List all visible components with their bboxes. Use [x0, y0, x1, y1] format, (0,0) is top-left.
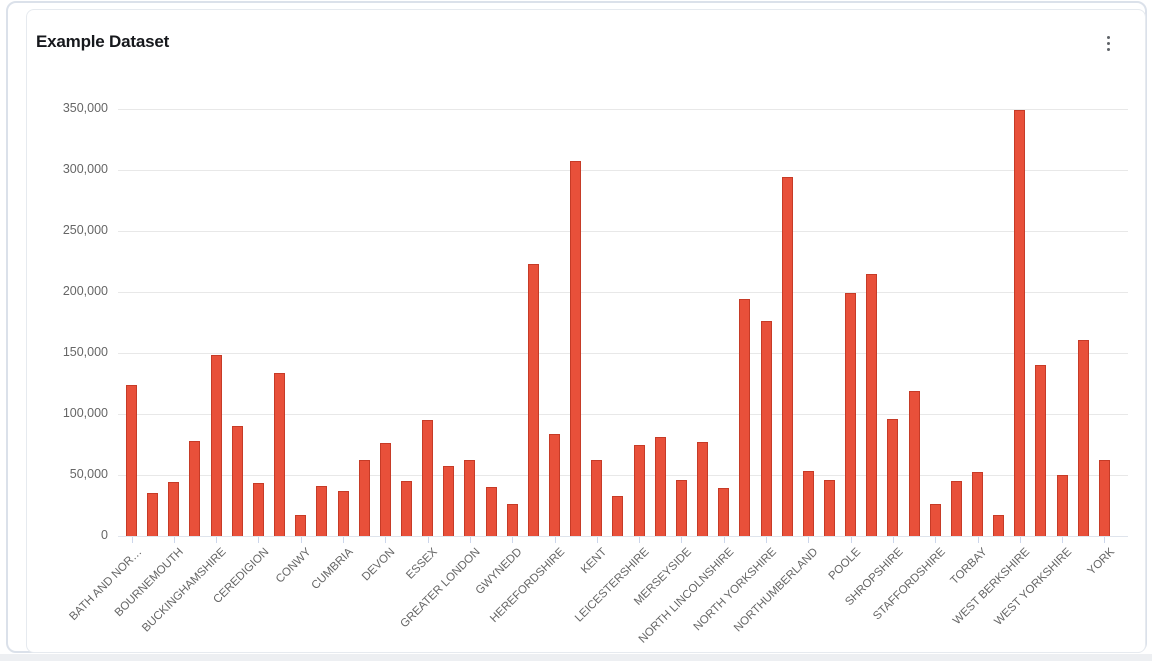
bar[interactable]	[295, 515, 307, 536]
kebab-menu-button[interactable]	[1096, 30, 1120, 56]
x-axis-tick	[766, 537, 767, 543]
bar[interactable]	[887, 419, 899, 536]
x-axis-tick	[427, 537, 429, 543]
y-axis-tick-label: 250,000	[62, 223, 108, 237]
bar[interactable]	[802, 471, 814, 536]
x-axis-tick	[343, 537, 344, 543]
bar[interactable]	[591, 460, 603, 536]
bar[interactable]	[697, 442, 709, 536]
bar[interactable]	[274, 373, 286, 536]
x-axis-tick	[892, 537, 894, 543]
bar[interactable]	[908, 391, 920, 536]
x-axis-tick	[216, 537, 218, 543]
bar[interactable]	[464, 460, 476, 536]
bar[interactable]	[1077, 340, 1089, 536]
gridline	[118, 231, 1128, 232]
x-axis-tick	[723, 537, 725, 543]
bar[interactable]	[147, 493, 159, 536]
x-axis-tick	[1104, 537, 1106, 543]
x-axis-line	[118, 536, 1128, 537]
bar[interactable]	[1014, 110, 1026, 536]
bar[interactable]	[168, 482, 180, 536]
bar[interactable]	[823, 480, 835, 536]
y-axis-tick-label: 200,000	[62, 284, 108, 298]
bar[interactable]	[506, 504, 518, 536]
bar[interactable]	[612, 496, 624, 536]
x-axis-tick	[554, 537, 556, 543]
bar[interactable]	[316, 486, 328, 536]
y-axis-tick-label: 50,000	[69, 467, 108, 481]
chart-card	[26, 9, 1146, 653]
bar[interactable]	[485, 487, 497, 536]
x-axis-tick	[935, 537, 937, 543]
x-axis-tick	[300, 537, 302, 543]
bar[interactable]	[422, 420, 434, 536]
bar[interactable]	[675, 480, 687, 536]
x-axis-tick	[131, 537, 133, 543]
bar[interactable]	[443, 466, 455, 536]
page-background-strip	[0, 654, 1152, 661]
gridline	[118, 292, 1128, 293]
gridline	[118, 475, 1128, 476]
x-axis-tick	[258, 537, 260, 543]
x-axis-tick	[808, 537, 810, 543]
bar[interactable]	[400, 481, 412, 536]
bar[interactable]	[654, 437, 666, 536]
bar[interactable]	[231, 426, 243, 536]
bar[interactable]	[1056, 475, 1068, 536]
y-axis-tick-label: 100,000	[62, 406, 108, 420]
bar[interactable]	[718, 488, 730, 536]
x-axis-tick	[385, 537, 387, 543]
gridline	[118, 414, 1128, 415]
x-axis-tick	[1062, 537, 1064, 543]
x-axis-tick	[977, 537, 979, 543]
bar[interactable]	[126, 385, 137, 536]
bar[interactable]	[358, 460, 370, 536]
bar[interactable]	[549, 434, 560, 536]
kebab-vertical-icon	[1106, 35, 1110, 39]
bar[interactable]	[1035, 365, 1047, 536]
x-axis-tick	[596, 537, 598, 543]
bar[interactable]	[739, 299, 751, 536]
y-axis-tick-label: 0	[101, 528, 108, 542]
bar[interactable]	[252, 483, 264, 536]
x-axis-tick	[850, 537, 852, 543]
y-axis-tick-label: 300,000	[62, 162, 108, 176]
bar[interactable]	[866, 274, 878, 536]
bar[interactable]	[210, 355, 222, 536]
bar[interactable]	[972, 472, 983, 536]
gridline	[118, 109, 1128, 110]
bar[interactable]	[781, 177, 793, 536]
bar[interactable]	[929, 504, 941, 536]
chart-title: Example Dataset	[36, 32, 170, 51]
x-axis-tick	[173, 537, 175, 543]
bar[interactable]	[527, 264, 539, 536]
bar[interactable]	[993, 515, 1005, 536]
x-axis-tick	[469, 537, 471, 543]
bar[interactable]	[1098, 460, 1110, 536]
x-axis-tick	[512, 537, 514, 543]
x-axis-tick	[1019, 537, 1021, 543]
y-axis-tick-label: 350,000	[62, 101, 108, 115]
bar[interactable]	[189, 441, 201, 536]
bar[interactable]	[760, 321, 772, 536]
bar[interactable]	[845, 293, 857, 536]
bar[interactable]	[570, 161, 582, 536]
bar[interactable]	[337, 491, 349, 536]
bar[interactable]	[633, 445, 645, 536]
gridline	[118, 170, 1128, 171]
x-axis-tick	[639, 537, 641, 543]
x-axis-tick	[681, 537, 683, 543]
y-axis-tick-label: 150,000	[62, 345, 108, 359]
bar[interactable]	[379, 443, 391, 536]
gridline	[118, 353, 1128, 354]
bar[interactable]	[950, 481, 962, 536]
